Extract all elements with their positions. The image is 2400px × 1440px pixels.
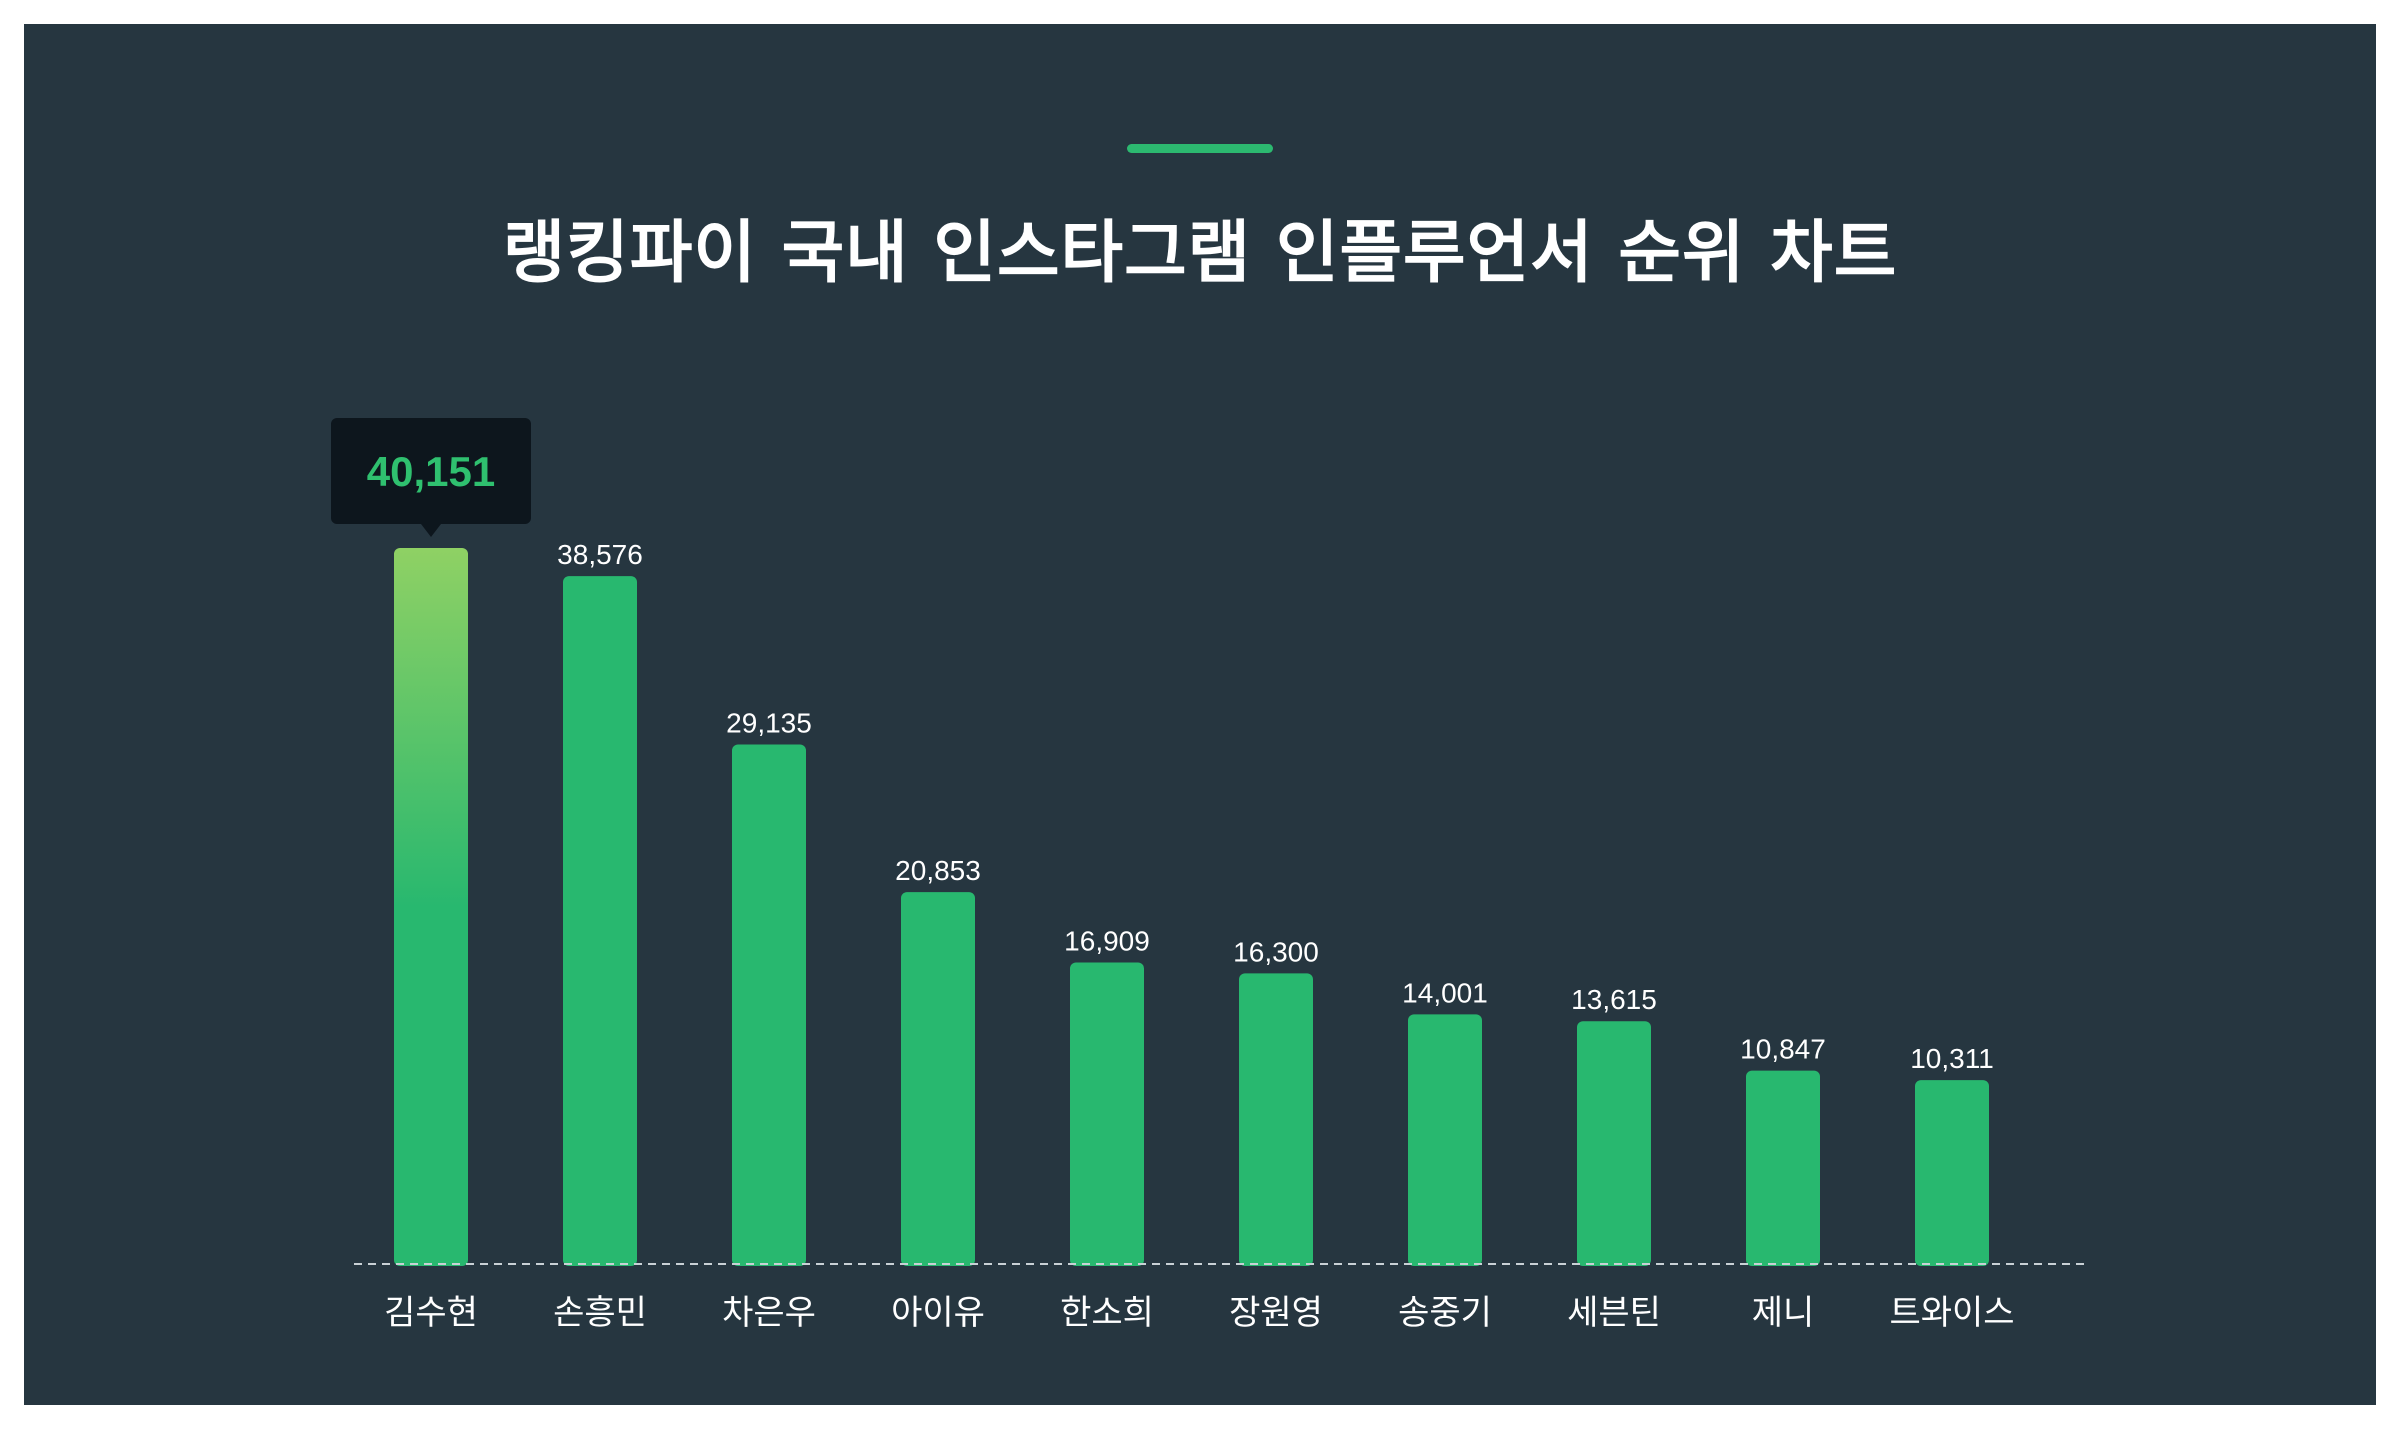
category-label: 제니 <box>1752 1293 1815 1333</box>
category-label: 송중기 <box>1398 1293 1492 1333</box>
bar-value-label: 16,909 <box>1064 925 1150 956</box>
bar-value-label: 10,847 <box>1740 1034 1826 1065</box>
bar-3[interactable] <box>732 744 806 1266</box>
title-accent-line <box>1127 144 1273 153</box>
labels-layer: 김수현 38,576 손흥민 29,135 차은우 20,853 아이유 16,909 한소희 1… <box>384 539 2014 1333</box>
category-label: 트와이스 <box>1889 1293 2014 1333</box>
bar-6[interactable] <box>1239 973 1313 1266</box>
tooltip-pointer <box>421 524 441 537</box>
bar-value-label: 13,615 <box>1571 984 1657 1015</box>
bar-2[interactable] <box>563 576 637 1266</box>
chart-panel: 랭킹파이 국내 인스타그램 인플루언서 순위 차트 김수현 38,576 손흥민 29… <box>24 24 2376 1405</box>
category-label: 한소희 <box>1060 1293 1154 1333</box>
bar-value-label: 10,311 <box>1910 1043 1994 1074</box>
bar-9[interactable] <box>1746 1070 1820 1266</box>
bar-1[interactable] <box>394 548 468 1266</box>
category-label: 아이유 <box>891 1293 985 1333</box>
bar-7[interactable] <box>1408 1014 1482 1266</box>
tooltip-box <box>331 418 531 524</box>
highlight-tooltip: 40,151 <box>331 418 531 537</box>
category-label: 차은우 <box>722 1293 816 1333</box>
bar-chart: 김수현 38,576 손흥민 29,135 차은우 20,853 아이유 16,909 한소희 1… <box>331 418 2086 1333</box>
category-label: 장원영 <box>1229 1293 1323 1333</box>
bar-value-label: 29,135 <box>726 707 812 738</box>
category-label: 세븐틴 <box>1567 1293 1661 1333</box>
bars-layer <box>394 548 1989 1266</box>
category-label: 손흥민 <box>553 1293 647 1333</box>
bar-10[interactable] <box>1915 1080 1989 1266</box>
bar-value-label: 20,853 <box>895 855 981 886</box>
chart-title: 랭킹파이 국내 인스타그램 인플루언서 순위 차트 <box>502 214 1898 293</box>
tooltip-value: 40,151 <box>367 448 495 495</box>
bar-8[interactable] <box>1577 1021 1651 1266</box>
bar-value-label: 38,576 <box>557 539 643 570</box>
bar-4[interactable] <box>901 892 975 1266</box>
bar-value-label: 14,001 <box>1402 977 1488 1008</box>
bar-value-label: 16,300 <box>1233 936 1319 967</box>
bar-5[interactable] <box>1070 962 1144 1266</box>
category-label: 김수현 <box>384 1293 478 1333</box>
